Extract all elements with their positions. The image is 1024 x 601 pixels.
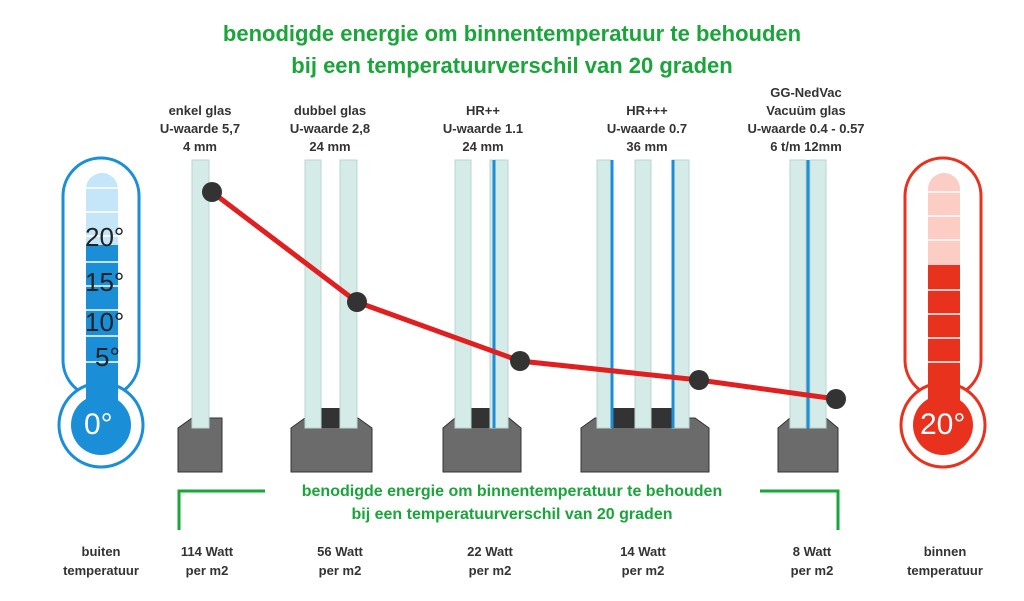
tick-10: 10° [85, 307, 125, 337]
point-dubbel [347, 292, 367, 312]
frame-bases [177, 417, 839, 473]
label-hr3: HR+++ U-waarde 0.7 36 mm [606, 103, 688, 154]
tick-15: 15° [85, 267, 125, 297]
point-hr2 [510, 351, 530, 371]
subtitle-line1: benodigde energie om binnentemperatuur t… [301, 483, 723, 500]
bracket [177, 489, 840, 530]
point-enkel [202, 182, 222, 202]
label-enkel: enkel glas U-waarde 5,7 4 mm [159, 103, 241, 154]
subtitle-line2: bij een temperatuurverschil van 20 grade… [351, 506, 673, 523]
label-buiten: buiten temperatuur [63, 544, 139, 578]
label-dubbel: dubbel glas U-waarde 2,8 24 mm [289, 103, 371, 154]
watt-vacuum: 8 Watt per m2 [790, 544, 834, 578]
main-title-line1: benodigde energie om binnentemperatuur t… [222, 21, 802, 46]
main-title-line2: bij een temperatuurverschil van 20 grade… [291, 53, 733, 78]
coating-lines [492, 160, 810, 428]
point-vacuum [826, 389, 846, 409]
watt-enkel: 114 Watt per m2 [180, 544, 234, 578]
spacers [321, 408, 672, 428]
watt-dubbel: 56 Watt per m2 [317, 544, 363, 578]
label-binnen: binnen temperatuur [907, 544, 983, 578]
thermometer-cold [57, 156, 145, 469]
point-hr3 [689, 370, 709, 390]
tick-5: 5° [95, 342, 120, 372]
label-vacuum: GG-NedVac Vacuüm glas U-waarde 0.4 - 0.57 6… [747, 85, 865, 154]
bulb-left-label: 0° [84, 408, 113, 441]
thermometer-warm [899, 156, 987, 469]
label-hr2: HR++ U-waarde 1.1 24 mm [442, 103, 524, 154]
watt-hr2: 22 Watt per m2 [467, 544, 513, 578]
watt-hr3: 14 Watt per m2 [620, 544, 666, 578]
glass-panes [191, 159, 827, 429]
tick-20: 20° [85, 222, 125, 252]
bulb-right-label: 20° [920, 408, 966, 441]
